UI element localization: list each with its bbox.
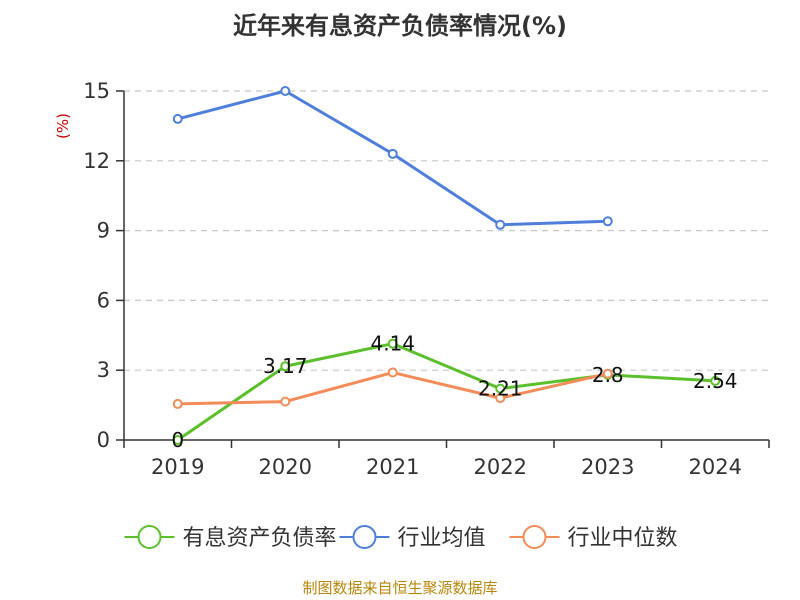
data-point[interactable] xyxy=(172,435,183,445)
y-tick-label: 3 xyxy=(97,358,110,382)
x-tick-label: 2022 xyxy=(474,455,527,479)
grid-lines xyxy=(124,90,769,371)
legend-marker-icon xyxy=(352,525,377,549)
legend-label: 行业均值 xyxy=(398,526,486,551)
y-tick-label: 15 xyxy=(83,79,110,103)
legend: 有息资产负债率 行业均值 行业中位数 xyxy=(124,525,678,551)
data-point[interactable] xyxy=(387,148,398,159)
chart-title: 近年来有息资产负债率情况(%) xyxy=(233,12,567,40)
data-point[interactable] xyxy=(495,393,506,404)
y-axis-label: (%) xyxy=(54,113,72,139)
y-tick-label: 0 xyxy=(97,428,110,452)
data-point[interactable] xyxy=(710,375,721,386)
data-point[interactable] xyxy=(387,367,398,378)
data-point[interactable] xyxy=(495,383,506,394)
data-label: 0 xyxy=(171,428,184,452)
series-lines xyxy=(172,86,721,445)
legend-item[interactable]: 有息资产负债率 xyxy=(124,525,337,551)
y-tick-label: 6 xyxy=(97,288,110,312)
x-tick-label: 2021 xyxy=(366,455,419,479)
y-tick-label: 9 xyxy=(97,219,110,243)
legend-marker-icon xyxy=(522,525,547,549)
source-note: 制图数据来自恒生聚源数据库 xyxy=(302,579,497,597)
x-tick-label: 2019 xyxy=(151,455,204,479)
legend-label: 行业中位数 xyxy=(568,526,678,551)
data-point[interactable] xyxy=(602,368,613,379)
legend-marker-icon xyxy=(137,525,162,549)
data-point[interactable] xyxy=(172,113,183,124)
data-label: 3.17 xyxy=(263,354,308,378)
axes: 0 3 6 9 12 15 2019 2020 2021 2022 2023 2024 xyxy=(83,79,770,479)
series-line xyxy=(176,342,716,442)
data-point[interactable] xyxy=(172,398,183,409)
data-point[interactable] xyxy=(387,338,398,349)
y-tick-label: 12 xyxy=(83,149,110,173)
data-label: 2.21 xyxy=(478,377,523,401)
data-label: 4.14 xyxy=(370,332,415,356)
legend-item[interactable]: 行业中位数 xyxy=(509,525,678,551)
data-labels: 0 3.17 4.14 2.21 2.8 2.54 xyxy=(171,332,737,452)
data-label: 2.54 xyxy=(693,369,738,393)
data-point[interactable] xyxy=(602,216,613,227)
x-tick-label: 2023 xyxy=(581,455,634,479)
data-point[interactable] xyxy=(495,219,506,230)
data-point[interactable] xyxy=(280,396,291,407)
legend-label: 有息资产负债率 xyxy=(183,526,337,551)
data-point[interactable] xyxy=(280,361,291,372)
x-tick-label: 2024 xyxy=(689,455,742,479)
x-tick-label: 2020 xyxy=(259,455,312,479)
data-label: 2.8 xyxy=(592,363,624,387)
data-point[interactable] xyxy=(280,86,291,96)
legend-item[interactable]: 行业均值 xyxy=(339,525,486,551)
